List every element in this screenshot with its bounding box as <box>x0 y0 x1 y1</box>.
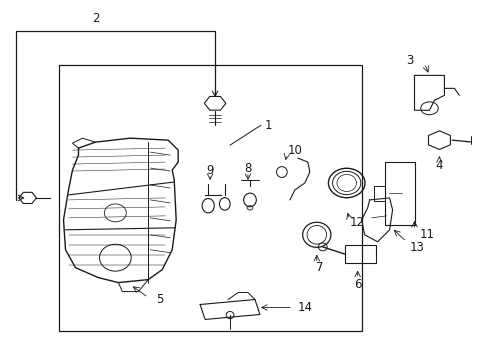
Text: 10: 10 <box>287 144 302 157</box>
Text: 2: 2 <box>91 12 99 25</box>
Bar <box>384 162 414 225</box>
Text: 7: 7 <box>315 261 323 274</box>
Text: 4: 4 <box>435 158 442 172</box>
Text: 12: 12 <box>348 216 364 229</box>
Text: 1: 1 <box>264 119 272 132</box>
Text: 6: 6 <box>353 278 361 291</box>
Text: 9: 9 <box>206 163 213 176</box>
Text: 13: 13 <box>408 241 424 254</box>
Text: 5: 5 <box>156 293 163 306</box>
Bar <box>344 245 376 264</box>
Text: 3: 3 <box>405 54 412 67</box>
Bar <box>373 185 384 201</box>
Text: 8: 8 <box>244 162 251 175</box>
Bar <box>59 65 361 330</box>
Text: 14: 14 <box>297 301 312 314</box>
Text: 11: 11 <box>419 228 434 241</box>
